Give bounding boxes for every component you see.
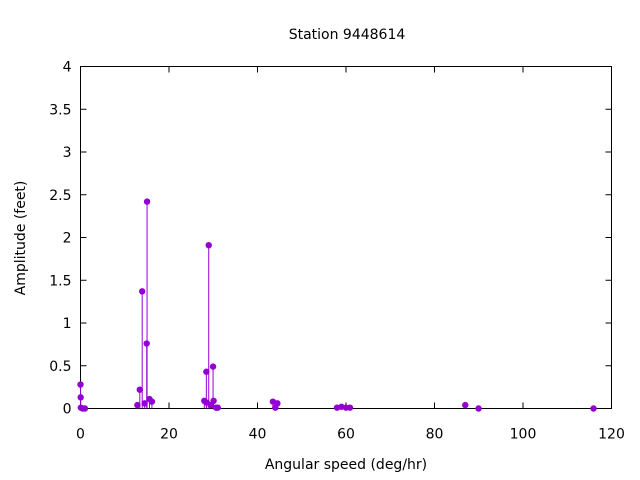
y-tick-label: 3.5 (49, 102, 71, 118)
data-point (274, 400, 281, 407)
x-tick-label: 40 (249, 427, 267, 443)
data-point (134, 401, 141, 409)
x-tick-label: 60 (337, 427, 355, 443)
data-point (148, 398, 156, 405)
data-point (214, 404, 221, 411)
data-point (138, 288, 146, 295)
x-axis-label: Angular speed (deg/hr) (265, 457, 427, 473)
axis-ticks: 0 20 40 60 80 100 120 0 0.5 1 1.5 2 2.5 3 3.5 4 (49, 60, 625, 443)
data-point (141, 400, 148, 407)
y-axis-label: Amplitude (feet) (13, 181, 29, 296)
y-tick-label: 2.5 (49, 188, 71, 204)
chart-title: Station 9448614 (289, 27, 406, 43)
y-tick-label: 4 (63, 60, 72, 76)
y-tick-label: 0 (63, 402, 72, 418)
y-tick-label: 0.5 (49, 359, 71, 375)
data-point (77, 394, 84, 401)
data-point (462, 401, 469, 409)
data-point (590, 405, 597, 412)
data-point (81, 405, 89, 412)
x-tick-label: 0 (76, 427, 85, 443)
x-tick-label: 80 (426, 427, 444, 443)
plot-frame (80, 66, 612, 409)
data-point (143, 198, 151, 205)
y-tick-label: 2 (63, 231, 72, 247)
x-tick-label: 120 (598, 427, 625, 443)
y-tick-label: 1.5 (49, 273, 71, 289)
x-tick-label: 100 (510, 427, 537, 443)
data-point (77, 381, 84, 388)
data-marks (77, 198, 597, 412)
data-point (346, 404, 354, 411)
data-point (203, 368, 210, 375)
data-point (143, 340, 150, 347)
x-tick-label: 20 (160, 427, 178, 443)
y-tick-label: 3 (63, 145, 72, 161)
data-point (209, 363, 217, 370)
data-point (210, 397, 217, 405)
y-tick-label: 1 (63, 316, 72, 332)
data-point (205, 241, 212, 249)
data-point (475, 405, 482, 412)
data-point (136, 386, 143, 393)
